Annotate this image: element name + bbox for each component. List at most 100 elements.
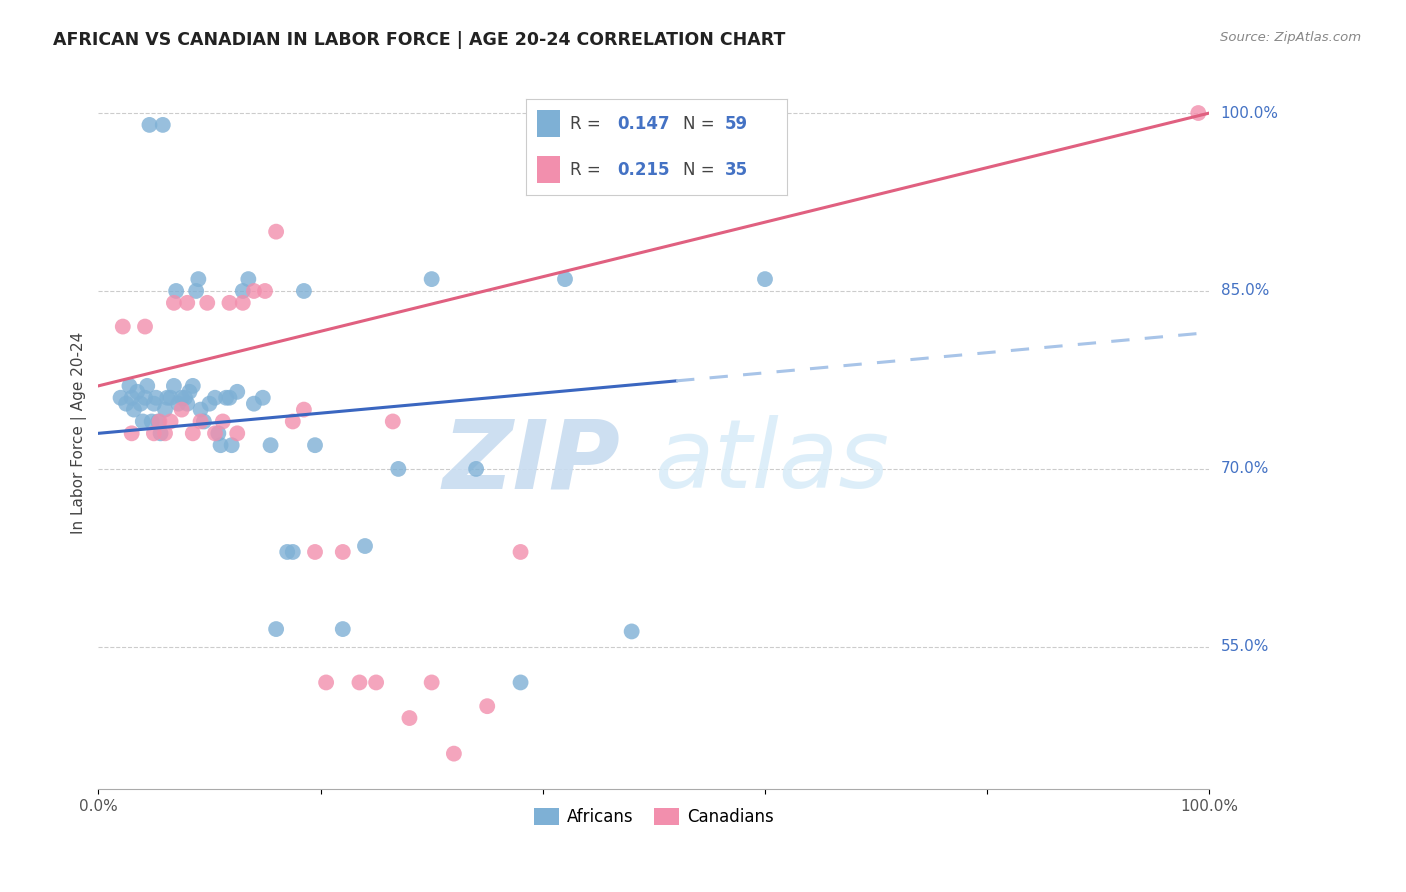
Point (1187, 106, 1209, 120)
Point (190, 414, 212, 428)
Text: 70.0%: 70.0% (1220, 461, 1268, 476)
Point (136, 379, 159, 393)
Point (184, 284, 207, 298)
Text: atlas: atlas (654, 416, 889, 508)
Y-axis label: In Labor Force | Age 20-24: In Labor Force | Age 20-24 (72, 332, 87, 534)
Point (252, 391, 274, 405)
Point (174, 391, 197, 405)
Point (181, 379, 204, 393)
Point (159, 414, 181, 428)
Text: 85.0%: 85.0% (1220, 284, 1268, 299)
Point (211, 414, 233, 428)
Point (159, 391, 181, 405)
Point (221, 438, 243, 452)
Point (170, 402, 193, 417)
Point (292, 402, 315, 417)
Point (264, 622, 287, 636)
Point (253, 284, 276, 298)
Point (232, 284, 254, 298)
Point (204, 391, 226, 405)
Point (187, 272, 209, 286)
Point (134, 391, 156, 405)
Point (138, 118, 160, 132)
Point (121, 391, 143, 405)
Text: Source: ZipAtlas.com: Source: ZipAtlas.com (1220, 31, 1361, 45)
Point (465, 462, 488, 476)
Point (118, 379, 141, 393)
Point (349, 675, 371, 690)
Point (754, 272, 776, 286)
Point (204, 426, 226, 441)
Text: ZIP: ZIP (443, 416, 620, 508)
Legend: Africans, Canadians: Africans, Canadians (526, 799, 782, 834)
Point (163, 296, 186, 310)
Point (443, 747, 465, 761)
Point (366, 675, 388, 690)
Point (142, 397, 165, 411)
Point (420, 675, 443, 690)
Point (398, 711, 420, 725)
Point (165, 284, 187, 298)
Point (149, 426, 172, 441)
Point (176, 397, 198, 411)
Point (198, 397, 221, 411)
Text: 55.0%: 55.0% (1220, 640, 1268, 655)
Point (226, 426, 249, 441)
Point (115, 397, 138, 411)
Point (304, 545, 326, 559)
Point (477, 699, 499, 714)
Point (276, 545, 298, 559)
Point (281, 545, 304, 559)
Point (259, 438, 281, 452)
Point (129, 397, 152, 411)
Point (554, 272, 576, 286)
Point (387, 462, 409, 476)
Point (218, 391, 240, 405)
Point (153, 426, 176, 441)
Point (170, 391, 193, 405)
Point (243, 284, 266, 298)
Point (153, 402, 176, 417)
Point (141, 414, 163, 428)
Point (163, 379, 186, 393)
Point (181, 426, 204, 441)
Point (176, 296, 198, 310)
Point (148, 414, 170, 428)
Point (156, 391, 179, 405)
Point (315, 675, 337, 690)
Text: AFRICAN VS CANADIAN IN LABOR FORCE | AGE 20-24 CORRELATION CHART: AFRICAN VS CANADIAN IN LABOR FORCE | AGE… (53, 31, 786, 49)
Point (111, 319, 134, 334)
Point (122, 402, 145, 417)
Point (209, 438, 232, 452)
Point (152, 118, 174, 132)
Point (148, 414, 170, 428)
Point (215, 391, 238, 405)
Point (509, 675, 531, 690)
Point (167, 397, 190, 411)
Point (134, 319, 156, 334)
Point (243, 397, 266, 411)
Point (304, 438, 326, 452)
Point (620, 624, 643, 639)
Text: 100.0%: 100.0% (1220, 105, 1278, 120)
Point (281, 414, 304, 428)
Point (195, 296, 218, 310)
Point (292, 284, 315, 298)
Point (179, 384, 201, 399)
Point (264, 225, 287, 239)
Point (207, 426, 229, 441)
Point (218, 296, 240, 310)
Point (127, 384, 149, 399)
Point (190, 402, 212, 417)
Point (226, 384, 249, 399)
Point (332, 545, 354, 559)
Point (142, 426, 165, 441)
Point (420, 272, 443, 286)
Point (381, 414, 404, 428)
Point (332, 622, 354, 636)
Point (232, 296, 254, 310)
Point (132, 414, 155, 428)
Point (193, 414, 215, 428)
Point (145, 391, 167, 405)
Point (121, 426, 143, 441)
